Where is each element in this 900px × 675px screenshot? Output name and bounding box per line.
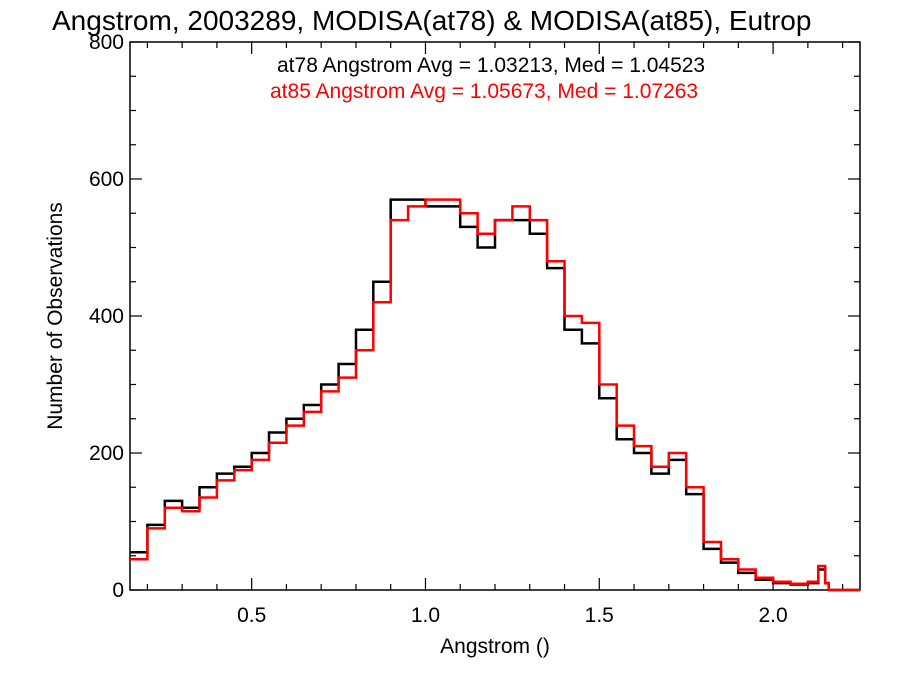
series-line-at78	[130, 198, 860, 592]
y-tick-label: 400	[89, 305, 124, 328]
x-axis: 0.5 1.0 1.5 2.0	[146, 42, 844, 627]
y-tick-label: 600	[89, 168, 124, 191]
y-tick-label: 800	[89, 31, 124, 54]
x-tick-label: 0.5	[237, 604, 266, 627]
series-line-at85	[130, 198, 860, 592]
annotation-at85-stats: at85 Angstrom Avg = 1.05673, Med = 1.072…	[270, 80, 698, 103]
chart-title: Angstrom, 2003289, MODISA(at78) & MODISA…	[52, 5, 811, 36]
x-tick-label: 1.0	[411, 604, 440, 627]
y-tick-label: 200	[89, 442, 124, 465]
annotation-at78-stats: at78 Angstrom Avg = 1.03213, Med = 1.045…	[277, 54, 705, 77]
y-axis-label: Number of Observations	[44, 202, 67, 430]
x-tick-label: 2.0	[758, 604, 787, 627]
x-axis-label: Angstrom ()	[440, 635, 550, 658]
x-tick-label: 1.5	[585, 604, 614, 627]
y-axis: 0 200 400 600 800	[89, 31, 860, 602]
plot-frame	[129, 41, 861, 591]
y-tick-label: 0	[112, 579, 124, 602]
